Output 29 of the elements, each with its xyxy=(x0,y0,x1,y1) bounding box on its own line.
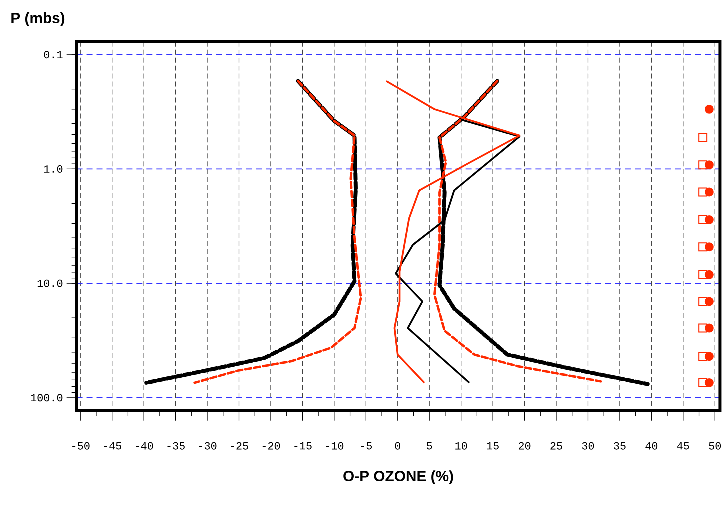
line-series xyxy=(194,80,362,384)
x-tick-label: -20 xyxy=(262,442,280,450)
x-tick-label: -30 xyxy=(199,442,217,450)
y-tick-label: 1.0 xyxy=(44,166,63,174)
x-tick-label: -25 xyxy=(231,442,248,450)
x-tick-label: -15 xyxy=(294,442,312,450)
x-tick-label: 35 xyxy=(614,442,626,450)
x-tick-label: -45 xyxy=(104,442,122,450)
x-tick-label: 25 xyxy=(550,442,562,450)
x-tick-label: 30 xyxy=(582,442,594,450)
y-tick-label: 0.1 xyxy=(44,51,63,59)
x-tick-label: 0 xyxy=(395,442,400,450)
x-tick-label: -35 xyxy=(168,442,185,450)
x-tick-label: 20 xyxy=(518,442,531,450)
x-tick-label: 40 xyxy=(646,442,658,450)
line-series xyxy=(144,79,358,386)
x-tick-label: -5 xyxy=(361,442,372,450)
x-axis-title: O-P OZONE (%) xyxy=(344,470,454,485)
y-tick-label: 10.0 xyxy=(38,280,63,288)
x-tick-label: 45 xyxy=(677,442,690,450)
x-tick-label: -50 xyxy=(72,442,90,450)
x-tick-label: 10 xyxy=(456,442,468,450)
x-tick-label: 15 xyxy=(487,442,499,450)
x-tick-label: -40 xyxy=(136,442,154,450)
x-tick-label: 50 xyxy=(709,442,722,450)
x-tick-label: 5 xyxy=(427,442,432,450)
y-tick-label: 100.0 xyxy=(31,394,63,402)
y-axis-title: P (mbs) xyxy=(12,12,65,27)
x-tick-label: -10 xyxy=(326,442,344,450)
